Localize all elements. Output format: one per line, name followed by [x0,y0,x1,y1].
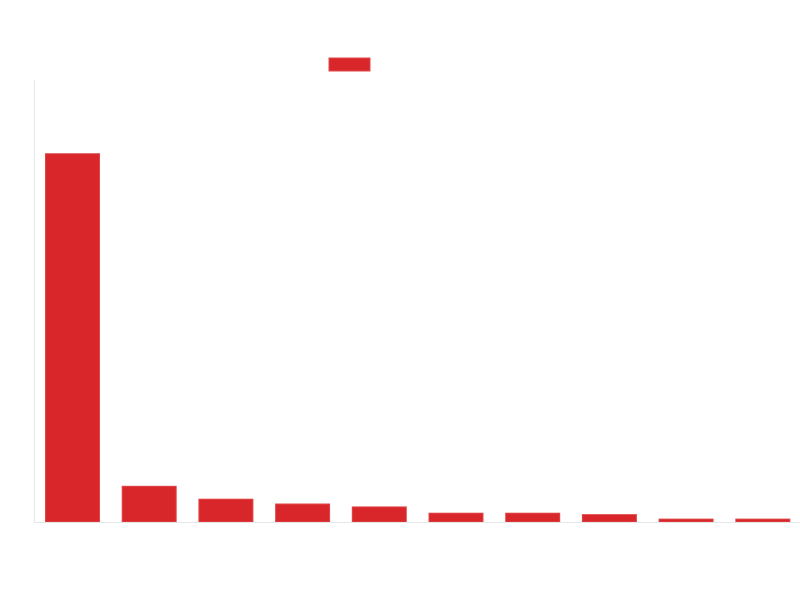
bar-9 [658,518,714,523]
bar-1 [45,153,100,523]
bar-3 [198,498,254,523]
bar-10 [735,518,791,523]
bar-2 [121,485,177,523]
bar-6 [428,512,484,523]
bar-4 [275,503,331,523]
bar-8 [581,514,637,523]
legend-swatch [328,57,371,72]
bar-7 [505,512,561,523]
legend [328,57,371,72]
bar-series [45,153,791,523]
bar-5 [351,506,407,523]
